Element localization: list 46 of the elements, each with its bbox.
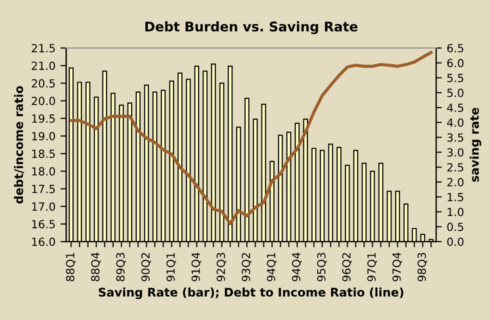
x-tick-label: 93Q2 [242, 253, 252, 282]
y2-tick-label: 2.0 [447, 178, 464, 186]
x-axis-title: Saving Rate (bar); Debt to Income Ratio (line) [98, 288, 404, 300]
y2-tick-label: 6.0 [447, 58, 464, 68]
x-tick-label: 91Q4 [192, 252, 202, 282]
chart-title: Debt Burden vs. Saving Rate [145, 21, 358, 34]
x-tick-label: 98Q3 [418, 252, 428, 282]
y2-tick-label: 5.0 [447, 88, 464, 98]
y2-tick-label: 0.0 [447, 238, 464, 246]
y-tick-label: 18.5 [32, 150, 55, 158]
y2-tick-label: 4.5 [447, 104, 464, 112]
y-tick-label: 16.5 [32, 220, 55, 228]
y2-tick-label: 2.5 [447, 163, 464, 172]
x-tick-label: 92Q3 [216, 252, 226, 282]
y-tick-label: 20.5 [32, 79, 55, 88]
x-tick-label: 90Q2 [141, 253, 151, 282]
y-tick-label: 17.5 [32, 184, 55, 194]
x-tick-label: 88Q4 [91, 252, 101, 282]
y-tick-label: 19.0 [32, 132, 55, 140]
x-tick-label: 94Q1 [266, 253, 277, 282]
y-tick-label: 17.0 [32, 202, 55, 211]
line-series [70, 51, 433, 226]
y2-tick-label: 6.5 [447, 44, 464, 52]
y-tick-label: 21.5 [32, 44, 55, 52]
y-tick-label: 18.0 [32, 167, 55, 176]
y2-tick-label: 0.5 [447, 222, 464, 232]
y2-tick-label: 3.0 [447, 148, 464, 157]
x-tick-label: 96Q2 [342, 253, 352, 282]
x-tick-label: 95Q3 [317, 252, 327, 282]
y-axis-title: debt/income ratio [14, 86, 24, 204]
x-tick-label: 89Q3 [116, 252, 126, 282]
y-tick-label: 19.5 [32, 114, 55, 123]
x-tick-label: 94Q4 [292, 252, 302, 282]
x-tick-label: 91Q1 [166, 253, 176, 282]
x-tick-label: 97Q1 [367, 253, 377, 282]
y2-tick-label: 3.5 [447, 133, 464, 142]
y2-tick-label: 1.0 [448, 208, 464, 216]
x-tick-label: 88Q1 [66, 253, 76, 282]
y-tick-label: 20.0 [32, 96, 55, 106]
y-tick-label: 21.0 [32, 62, 55, 70]
x-tick-label: 97Q4 [392, 252, 402, 282]
y2-tick-label: 4.0 [447, 118, 464, 127]
y-tick-label: 16.0 [32, 238, 55, 246]
y2-tick-label: 5.5 [447, 74, 464, 82]
y2-tick-label: 1.5 [448, 193, 464, 202]
y2-axis-title: saving rate [470, 108, 482, 182]
